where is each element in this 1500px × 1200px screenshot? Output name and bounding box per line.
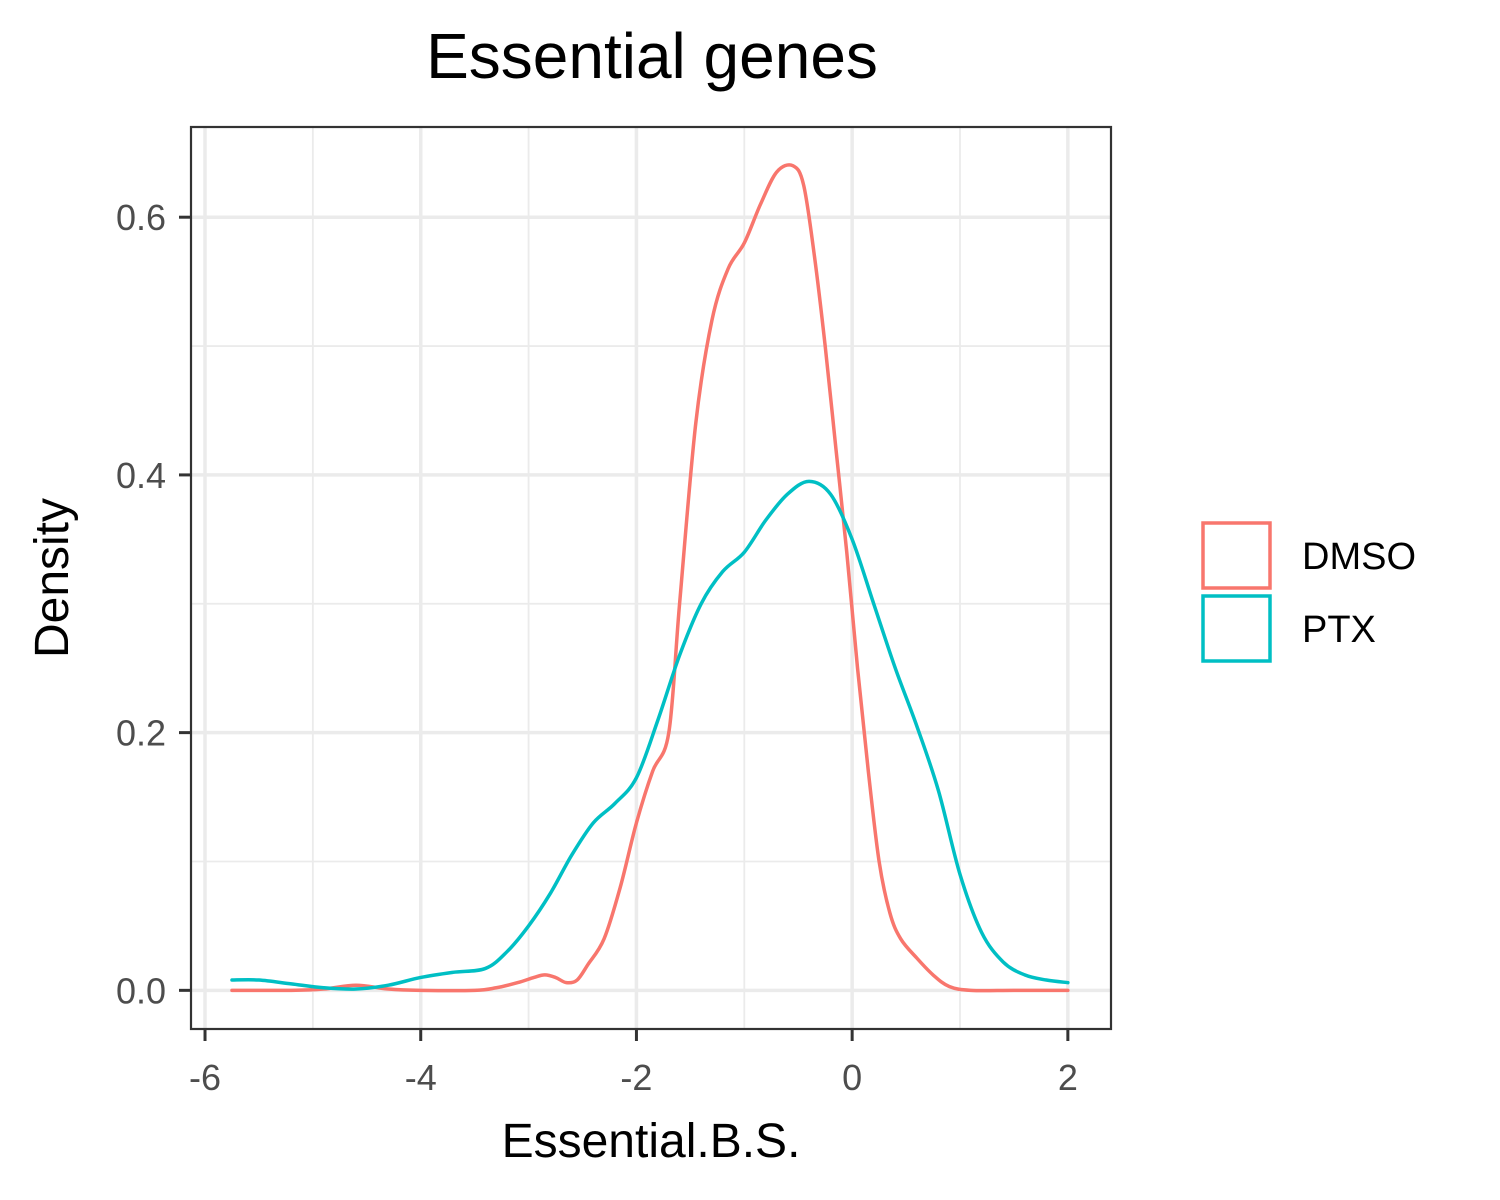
- density-lines: [230, 163, 1070, 993]
- y-tick-label: 0.2: [116, 713, 166, 754]
- legend-key-ptx: [1201, 594, 1272, 663]
- x-tick-label: 2: [1058, 1057, 1078, 1098]
- legend-label-dmso: DMSO: [1302, 536, 1416, 578]
- legend-key-dmso: [1201, 521, 1272, 590]
- x-tick-label: -4: [405, 1057, 437, 1098]
- x-axis: -6 -4 -2 0 2: [189, 1029, 1078, 1098]
- chart-title: Essential genes: [426, 20, 878, 92]
- y-tick-label: 0.6: [116, 197, 166, 238]
- density-line-ptx: [230, 479, 1070, 991]
- plot-panel: [189, 125, 1113, 1031]
- x-tick-label: -6: [189, 1057, 221, 1098]
- legend: DMSO PTX: [1201, 521, 1416, 663]
- x-axis-title: Essential.B.S.: [502, 1115, 801, 1168]
- density-line-dmso: [230, 163, 1070, 993]
- y-axis-title: Density: [26, 498, 79, 658]
- x-tick-label: -2: [620, 1057, 652, 1098]
- legend-label-ptx: PTX: [1302, 609, 1376, 651]
- y-axis: 0.0 0.2 0.4 0.6: [116, 197, 191, 1011]
- y-tick-label: 0.4: [116, 455, 166, 496]
- y-tick-label: 0.0: [116, 970, 166, 1011]
- x-tick-label: 0: [842, 1057, 862, 1098]
- grid: [191, 127, 1111, 1029]
